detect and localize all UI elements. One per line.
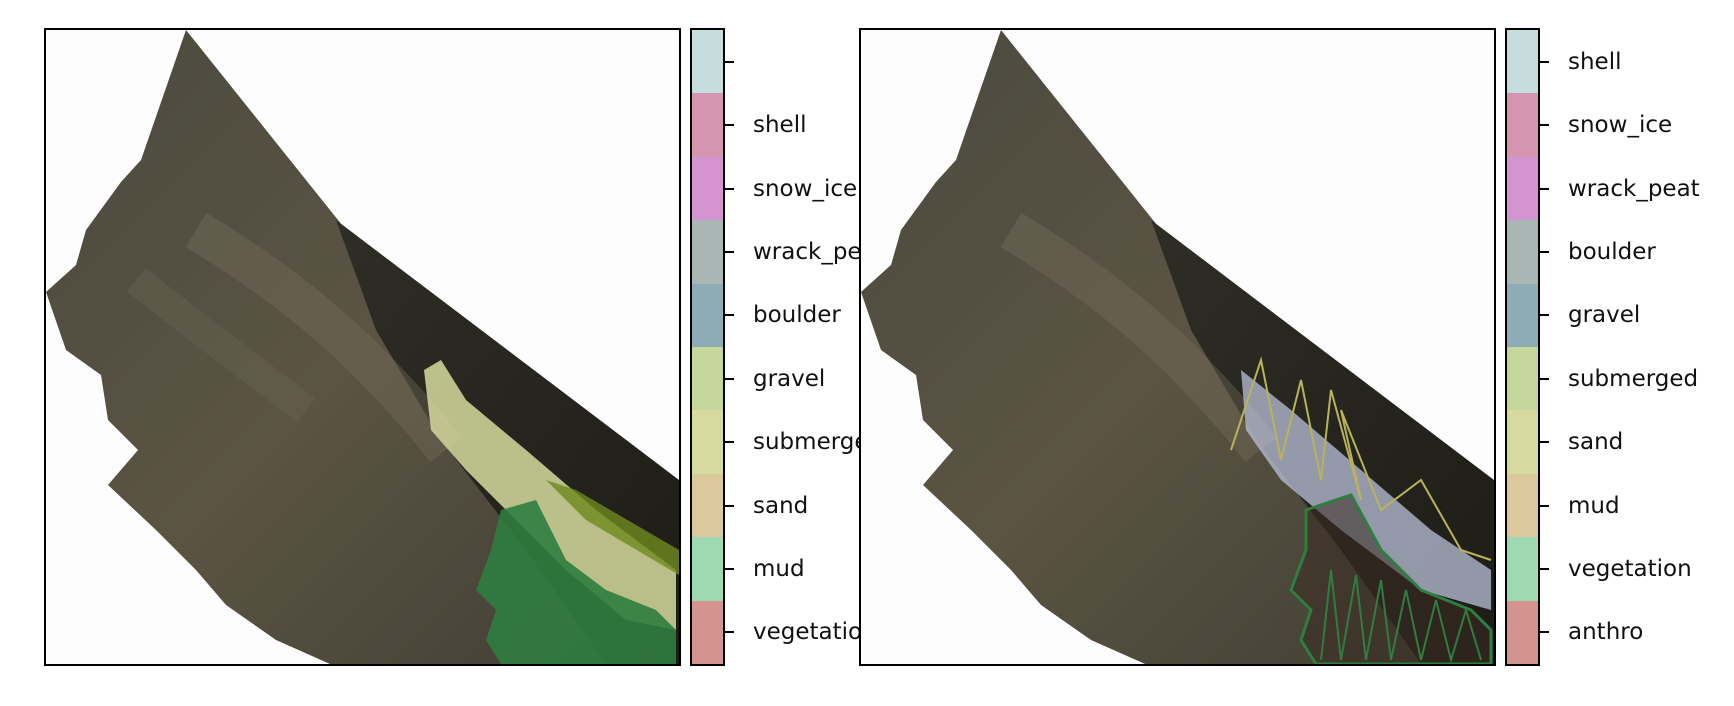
- right_panel-colorbar-label: gravel: [1568, 302, 1641, 329]
- right_panel-colorbar-tick: [1540, 250, 1549, 253]
- left-sand-overlay: [424, 360, 676, 630]
- left_panel-colorbar-swatch: [692, 473, 723, 538]
- left_panel-colorbar-label: submerged: [753, 429, 862, 456]
- left_panel-colorbar-label: gravel: [753, 365, 826, 392]
- left_panel-colorbar-label: mud: [753, 555, 805, 582]
- right_panel-colorbar-tick: [1540, 377, 1549, 380]
- left_panel-colorbar-swatch: [692, 30, 723, 94]
- left_panel-colorbar-tick: [725, 377, 734, 380]
- right_panel-colorbar-swatch: [1507, 410, 1538, 474]
- left_panel-colorbar-label: sand: [753, 492, 809, 519]
- left_panel-colorbar-swatch: [692, 347, 723, 411]
- left_panel-colorbar-swatch: [692, 600, 723, 664]
- left_panel-colorbar-swatch: [692, 156, 723, 221]
- left_panel-colorbar-label: vegetation: [753, 619, 862, 646]
- right_panel-colorbar-label: snow_ice: [1568, 112, 1673, 139]
- right_panel-colorbar-swatch: [1507, 220, 1538, 284]
- left_panel-colorbar-tick: [725, 567, 734, 570]
- left-gravel-overlay: [546, 480, 679, 575]
- right-beach-highlight: [1241, 370, 1491, 610]
- right_panel-colorbar-swatch: [1507, 347, 1538, 411]
- right-vegetation-strokes: [1320, 569, 1482, 664]
- right_panel-colorbar-swatch: [1507, 600, 1538, 664]
- right-image-panel: [859, 28, 1496, 666]
- left_panel-colorbar-tick: [725, 314, 734, 317]
- right_panel-colorbar-tick: [1540, 631, 1549, 634]
- right_panel-colorbar-swatch: [1507, 473, 1538, 538]
- right_panel-colorbar-tick: [1540, 124, 1549, 127]
- left_panel-colorbar-label: snow_ice: [753, 175, 858, 202]
- left_panel-colorbar-swatch: [692, 410, 723, 474]
- left_panel-colorbar-tick: [725, 124, 734, 127]
- left_panel-colorbar-tick: [725, 60, 734, 63]
- right_panel-colorbar-tick: [1540, 441, 1549, 444]
- right_panel-colorbar-tick: [1540, 504, 1549, 507]
- right_panel-colorbar-tick: [1540, 314, 1549, 317]
- right_panel-colorbar-label: vegetation: [1568, 555, 1692, 582]
- left_panel-colorbar-swatch: [692, 537, 723, 601]
- right-sand-strokes: [1230, 356, 1492, 561]
- left_panel-colorbar-swatch: [692, 93, 723, 157]
- left_panel-colorbar-label: shell: [753, 112, 807, 139]
- right_panel-colorbar-swatch: [1507, 93, 1538, 157]
- right_panel-colorbar-label: boulder: [1568, 238, 1656, 265]
- right_panel-colorbar-label: sand: [1568, 429, 1624, 456]
- right_panel-colorbar-swatch: [1507, 283, 1538, 347]
- left_panel-colorbar-label: boulder: [753, 302, 841, 329]
- right-orthomosaic-image: [861, 30, 1494, 664]
- right_panel-colorbar-label: anthro: [1568, 619, 1644, 646]
- left_panel-colorbar-tick: [725, 631, 734, 634]
- right_panel-colorbar-label: shell: [1568, 48, 1622, 75]
- right_panel-colorbar-tick: [1540, 60, 1549, 63]
- right-colorbar: [1505, 28, 1540, 666]
- right_panel-colorbar-label: submerged: [1568, 365, 1699, 392]
- left-vegetation-overlay: [476, 500, 676, 664]
- left_panel-colorbar-swatch: [692, 220, 723, 284]
- right_panel-colorbar-tick: [1540, 567, 1549, 570]
- left-image-panel: [44, 28, 681, 666]
- left-orthomosaic-image: [46, 30, 679, 664]
- left_panel-colorbar-label: wrack_peat: [753, 238, 862, 265]
- left_panel-colorbar-tick: [725, 187, 734, 190]
- left-colorbar: [690, 28, 725, 666]
- right_panel-colorbar-label: mud: [1568, 492, 1620, 519]
- right_panel-colorbar-label: wrack_peat: [1568, 175, 1700, 202]
- left_panel-colorbar-tick: [725, 250, 734, 253]
- left_panel-colorbar-tick: [725, 441, 734, 444]
- right_panel-colorbar-swatch: [1507, 537, 1538, 601]
- left_panel-colorbar-swatch: [692, 283, 723, 347]
- right_panel-colorbar-swatch: [1507, 156, 1538, 221]
- left_panel-colorbar-tick: [725, 504, 734, 507]
- right_panel-colorbar-swatch: [1507, 30, 1538, 94]
- right_panel-colorbar-tick: [1540, 187, 1549, 190]
